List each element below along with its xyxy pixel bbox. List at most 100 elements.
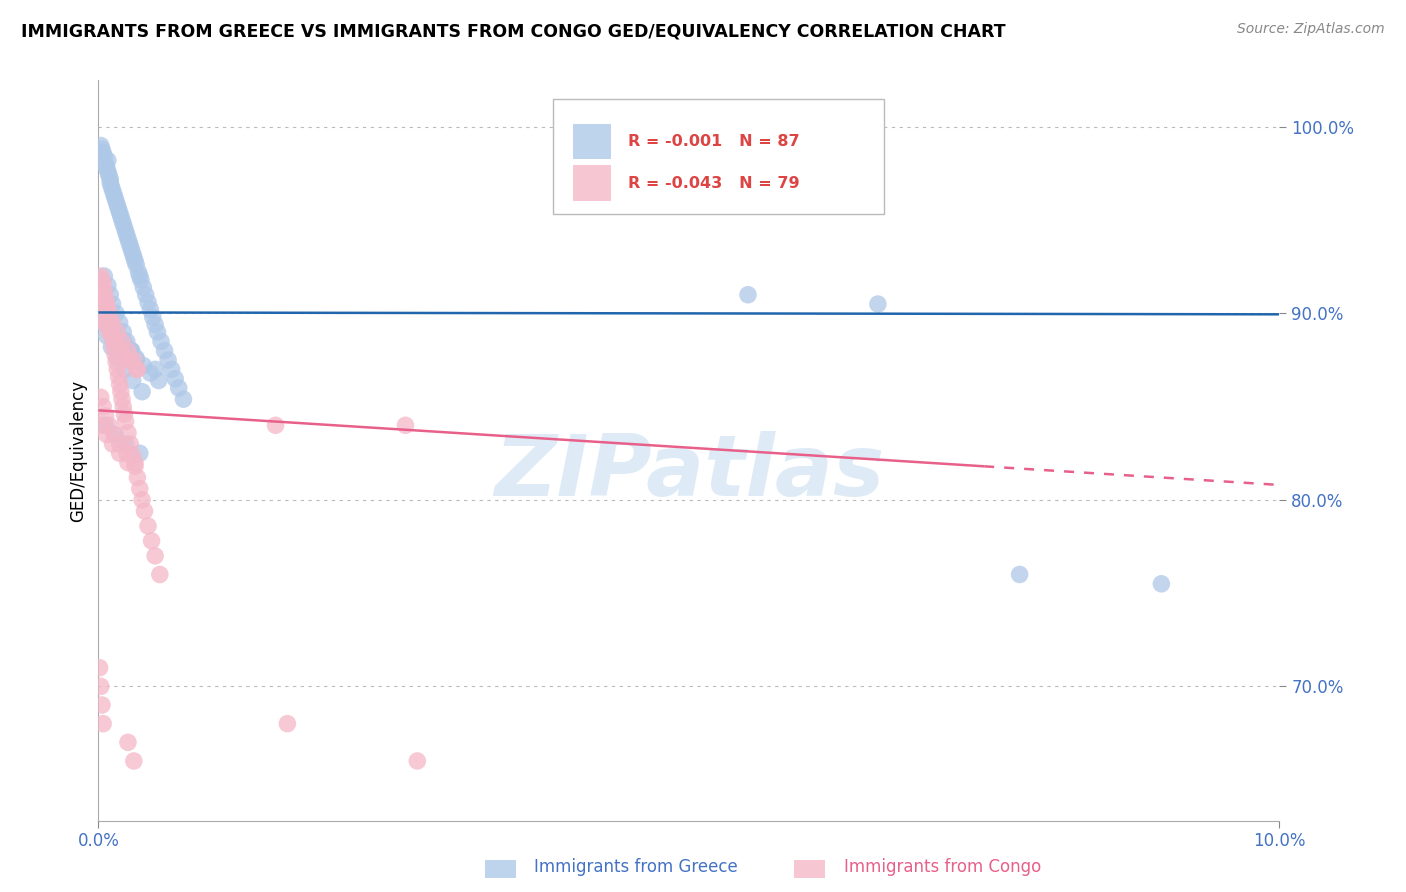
Point <box>96 297 118 311</box>
Point <box>91 400 114 414</box>
Point <box>100 325 122 339</box>
Point <box>120 437 142 451</box>
Point <box>105 355 128 369</box>
Point <box>93 316 115 330</box>
Point <box>98 287 121 301</box>
Point <box>97 302 120 317</box>
Point <box>98 306 121 320</box>
Point <box>105 334 128 349</box>
Point <box>97 278 120 293</box>
Point <box>122 251 145 265</box>
Point <box>128 482 150 496</box>
Point <box>108 316 131 330</box>
Point <box>134 504 156 518</box>
FancyBboxPatch shape <box>574 124 612 160</box>
Point <box>125 353 148 368</box>
Point <box>91 142 114 156</box>
Point <box>110 384 132 399</box>
Point <box>98 310 121 325</box>
Point <box>124 459 146 474</box>
Text: Source: ZipAtlas.com: Source: ZipAtlas.com <box>1237 22 1385 37</box>
Point <box>91 316 114 330</box>
Point <box>111 213 134 227</box>
Point <box>111 343 134 358</box>
Point <box>120 343 142 358</box>
Point <box>128 269 150 284</box>
Point <box>132 280 155 294</box>
Point <box>124 254 146 268</box>
Point <box>117 735 139 749</box>
Point <box>157 353 180 368</box>
Point <box>131 384 153 399</box>
Point <box>108 205 131 219</box>
Point <box>96 427 118 442</box>
Point <box>1150 576 1173 591</box>
Point <box>101 183 124 197</box>
Point <box>89 661 111 675</box>
Point <box>110 210 132 224</box>
Point <box>136 295 159 310</box>
Point <box>148 374 170 388</box>
Point <box>143 362 166 376</box>
Point <box>94 297 117 311</box>
Point <box>101 437 124 451</box>
Point <box>96 316 118 330</box>
Point <box>122 353 145 368</box>
Point <box>121 374 143 388</box>
Point <box>136 519 159 533</box>
Point <box>150 334 173 349</box>
Point <box>90 138 112 153</box>
Point <box>167 381 190 395</box>
Point <box>117 353 139 368</box>
Point <box>104 334 127 349</box>
Point <box>107 369 129 384</box>
Point <box>104 347 127 361</box>
Point <box>97 164 120 178</box>
Point <box>121 343 143 358</box>
Point <box>125 351 148 366</box>
Point <box>93 269 115 284</box>
Point <box>101 316 124 330</box>
Point <box>98 169 121 183</box>
Point <box>121 246 143 260</box>
Point <box>98 418 121 433</box>
Point <box>111 334 134 349</box>
Point <box>97 153 120 168</box>
Point <box>149 567 172 582</box>
Point <box>112 407 135 421</box>
Point <box>114 437 136 451</box>
Point <box>98 172 121 186</box>
Point <box>160 362 183 376</box>
Point <box>91 716 114 731</box>
Point <box>108 446 131 460</box>
Point <box>124 456 146 470</box>
Point <box>110 343 132 358</box>
Point <box>112 217 135 231</box>
Point <box>105 362 128 376</box>
Point <box>108 377 131 392</box>
Point <box>105 306 128 320</box>
Point <box>94 409 117 423</box>
Point <box>127 470 149 484</box>
Point <box>114 224 136 238</box>
Point <box>866 297 889 311</box>
Point <box>100 340 122 354</box>
Point <box>165 372 187 386</box>
Point <box>128 265 150 279</box>
Point <box>406 754 429 768</box>
Point <box>112 325 135 339</box>
Point <box>107 328 129 343</box>
Point <box>142 310 165 325</box>
Point <box>112 400 135 414</box>
Point <box>111 392 134 407</box>
Point <box>125 362 148 376</box>
Point <box>112 336 135 351</box>
Point <box>127 362 149 376</box>
Point <box>103 321 125 335</box>
Point <box>105 351 128 366</box>
Point <box>93 150 115 164</box>
Point <box>118 353 141 368</box>
Point <box>94 292 117 306</box>
Point <box>117 456 139 470</box>
Point <box>129 273 152 287</box>
